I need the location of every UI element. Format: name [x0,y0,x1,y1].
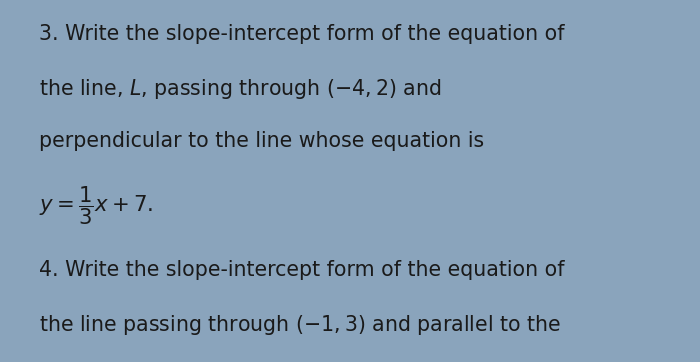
Text: perpendicular to the line whose equation is: perpendicular to the line whose equation… [38,131,484,151]
Text: the line, $\mathit{L}$, passing through $(-4, 2)$ and: the line, $\mathit{L}$, passing through … [38,77,441,101]
Text: the line passing through $(-1, 3)$ and parallel to the: the line passing through $(-1, 3)$ and p… [38,313,561,337]
Text: 3. Write the slope-intercept form of the equation of: 3. Write the slope-intercept form of the… [38,24,564,43]
Text: $y = \dfrac{1}{3}x + 7.$: $y = \dfrac{1}{3}x + 7.$ [38,184,153,227]
Text: 4. Write the slope-intercept form of the equation of: 4. Write the slope-intercept form of the… [38,260,564,279]
